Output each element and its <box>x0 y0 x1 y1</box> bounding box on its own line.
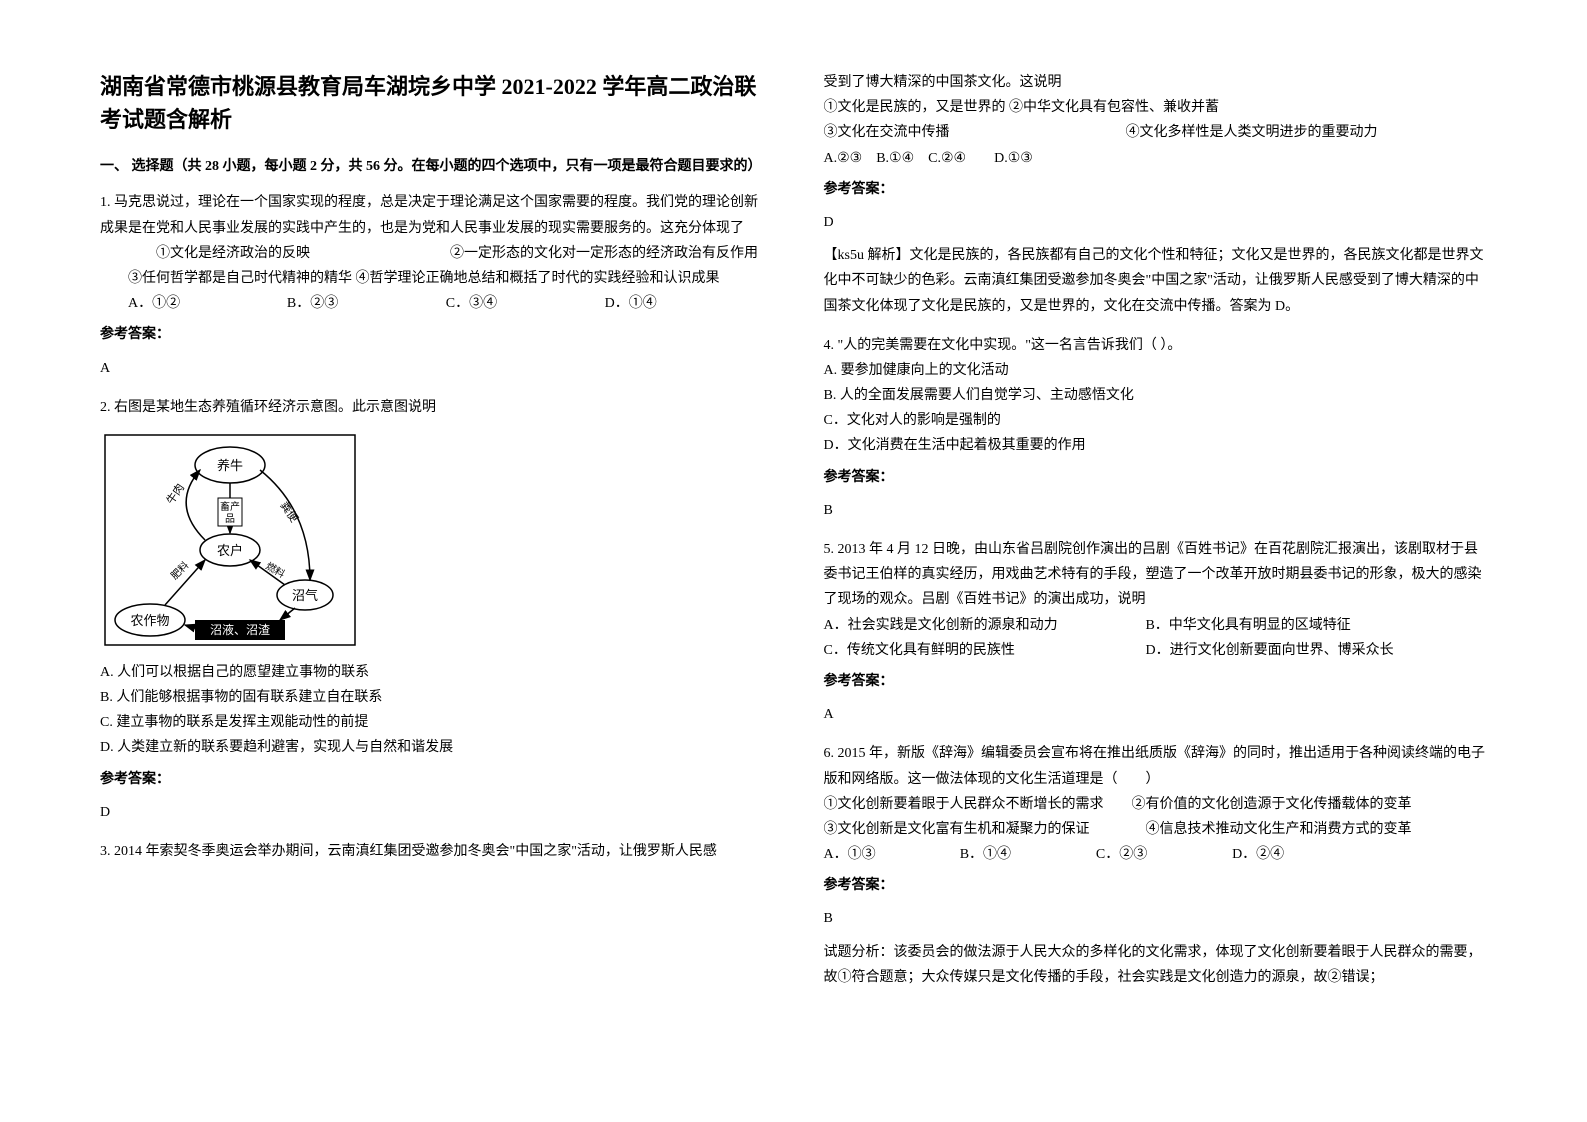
q3-answer: D <box>824 210 1488 235</box>
q6-answer: B <box>824 906 1488 931</box>
q3-opt3: ③文化在交流中传播 <box>824 120 1123 145</box>
q2-answer: D <box>100 800 764 825</box>
q1-choice-b: B．②③ <box>287 291 446 316</box>
q1-choice-a: A．①② <box>128 291 287 316</box>
q3-opt4: ④文化多样性是人类文明进步的重要动力 <box>1126 125 1378 140</box>
q4-stem: 4. "人的完美需要在文化中实现。"这一名言告诉我们（ ）。 <box>824 333 1488 358</box>
question-3: 受到了博大精深的中国茶文化。这说明 ①文化是民族的，又是世界的 ②中华文化具有包… <box>824 70 1488 319</box>
q4-choice-d: D．文化消费在生活中起着极其重要的作用 <box>824 433 1488 458</box>
q1-opt-group: ①文化是经济政治的反映 ②一定形态的文化对一定形态的经济政治有反作用 <box>100 241 764 266</box>
q6-opt34-row: ③文化创新是文化富有生机和凝聚力的保证 ④信息技术推动文化生产和消费方式的变革 <box>824 817 1488 842</box>
q5-choice-d: D．进行文化创新要面向世界、博采众长 <box>1145 643 1393 658</box>
q3-choices: A.②③ B.①④ C.②④ D.①③ <box>824 146 1488 171</box>
q3-opt12: ①文化是民族的，又是世界的 ②中华文化具有包容性、兼收并蓄 <box>824 95 1488 120</box>
q2-choice-c: C. 建立事物的联系是发挥主观能动性的前提 <box>100 710 764 735</box>
left-column: 湖南省常德市桃源县教育局车湖垸乡中学 2021-2022 学年高二政治联考试题含… <box>100 70 764 1052</box>
node-crop: 农作物 <box>130 613 169 628</box>
q1-answer: A <box>100 356 764 381</box>
q6-choices-row: A．①③ B．①④ C．②③ D．②④ <box>824 842 1488 867</box>
section-1-header: 一、 选择题（共 28 小题，每小题 2 分，共 56 分。在每小题的四个选项中… <box>100 156 764 178</box>
node-farmer: 农户 <box>217 543 243 558</box>
question-4: 4. "人的完美需要在文化中实现。"这一名言告诉我们（ ）。 A. 要参加健康向… <box>824 333 1488 523</box>
q6-choice-b: B．①④ <box>960 842 1093 867</box>
q5-stem: 5. 2013 年 4 月 12 日晚，由山东省吕剧院创作演出的吕剧《百姓书记》… <box>824 537 1488 613</box>
question-1: 1. 马克思说过，理论在一个国家实现的程度，总是决定于理论满足这个国家需要的程度… <box>100 190 764 380</box>
q6-opt12: ①文化创新要着眼于人民群众不断增长的需求 ②有价值的文化创造源于文化传播载体的变… <box>824 792 1488 817</box>
q2-choice-b: B. 人们能够根据事物的固有联系建立自在联系 <box>100 685 764 710</box>
edge-leftup: 牛肉 <box>163 481 187 507</box>
edge-rightdown: 燃料 <box>264 559 288 580</box>
edge-rightup: 粪便 <box>278 499 302 525</box>
q5-answer: A <box>824 702 1488 727</box>
q5-row-ab: A．社会实践是文化创新的源泉和动力 B．中华文化具有明显的区域特征 <box>824 613 1488 638</box>
q1-opt3-4: ③任何哲学都是自己时代精神的精华 ④哲学理论正确地总结和概括了时代的实践经验和认… <box>100 266 764 291</box>
q5-choice-b: B．中华文化具有明显的区域特征 <box>1145 618 1350 633</box>
q5-choice-c: C．传统文化具有鲜明的民族性 <box>824 638 1142 663</box>
question-5: 5. 2013 年 4 月 12 日晚，由山东省吕剧院创作演出的吕剧《百姓书记》… <box>824 537 1488 727</box>
q4-choice-a: A. 要参加健康向上的文化活动 <box>824 358 1488 383</box>
q4-answer-label: 参考答案： <box>824 465 1488 490</box>
q1-choice-c: C．③④ <box>446 291 605 316</box>
q1-choice-d: D．①④ <box>605 291 764 316</box>
q3-stem-part2: 受到了博大精深的中国茶文化。这说明 <box>824 70 1488 95</box>
right-column: 受到了博大精深的中国茶文化。这说明 ①文化是民族的，又是世界的 ②中华文化具有包… <box>824 70 1488 1052</box>
q6-choice-d: D．②④ <box>1232 842 1365 867</box>
node-biogas: 沼气 <box>292 588 318 603</box>
q1-stem: 1. 马克思说过，理论在一个国家实现的程度，总是决定于理论满足这个国家需要的程度… <box>100 190 764 240</box>
question-2: 2. 右图是某地生态养殖循环经济示意图。此示意图说明 养牛 农户 农作物 <box>100 395 764 825</box>
q3-answer-label: 参考答案： <box>824 177 1488 202</box>
q5-choice-a: A．社会实践是文化创新的源泉和动力 <box>824 613 1142 638</box>
node-slurry: 沼液、沼渣 <box>210 622 270 637</box>
q5-answer-label: 参考答案： <box>824 669 1488 694</box>
q6-choice-a: A．①③ <box>824 842 957 867</box>
q1-answer-label: 参考答案： <box>100 322 764 347</box>
q6-stem: 6. 2015 年，新版《辞海》编辑委员会宣布将在推出纸质版《辞海》的同时，推出… <box>824 741 1488 791</box>
q5-row-cd: C．传统文化具有鲜明的民族性 D．进行文化创新要面向世界、博采众长 <box>824 638 1488 663</box>
q2-answer-label: 参考答案： <box>100 767 764 792</box>
q6-opt4: ④信息技术推动文化生产和消费方式的变革 <box>1145 822 1411 837</box>
q2-stem: 2. 右图是某地生态养殖循环经济示意图。此示意图说明 <box>100 395 764 420</box>
q4-answer: B <box>824 498 1488 523</box>
q3-opt34-row: ③文化在交流中传播 ④文化多样性是人类文明进步的重要动力 <box>824 120 1488 145</box>
q4-choice-b: B. 人的全面发展需要人们自觉学习、主动感悟文化 <box>824 383 1488 408</box>
edge-center2: 品 <box>225 513 235 525</box>
document-title: 湖南省常德市桃源县教育局车湖垸乡中学 2021-2022 学年高二政治联考试题含… <box>100 70 764 136</box>
q6-analysis: 试题分析：该委员会的做法源于人民大众的多样化的文化需求，体现了文化创新要着眼于人… <box>824 940 1488 990</box>
q1-choices: A．①② B．②③ C．③④ D．①④ <box>128 291 764 316</box>
question-6: 6. 2015 年，新版《辞海》编辑委员会宣布将在推出纸质版《辞海》的同时，推出… <box>824 741 1488 990</box>
q3-analysis: 【ks5u 解析】文化是民族的，各民族都有自己的文化个性和特征；文化又是世界的，… <box>824 243 1488 319</box>
q2-choice-a: A. 人们可以根据自己的愿望建立事物的联系 <box>100 660 764 685</box>
q1-opt1: ①文化是经济政治的反映 <box>128 241 446 266</box>
q2-diagram: 养牛 农户 农作物 沼气 沼液、沼渣 畜产 品 <box>100 430 360 650</box>
q4-choice-c: C．文化对人的影响是强制的 <box>824 408 1488 433</box>
edge-center1: 畜产 <box>220 500 240 513</box>
q2-choice-d: D. 人类建立新的联系要趋利避害，实现人与自然和谐发展 <box>100 735 764 760</box>
q1-opt2: ②一定形态的文化对一定形态的经济政治有反作用 <box>450 246 758 261</box>
q6-answer-label: 参考答案： <box>824 873 1488 898</box>
node-cattle: 养牛 <box>217 458 243 473</box>
q6-opt3: ③文化创新是文化富有生机和凝聚力的保证 <box>824 817 1142 842</box>
q3-stem-part1: 3. 2014 年索契冬季奥运会举办期间，云南滇红集团受邀参加冬奥会"中国之家"… <box>100 839 764 864</box>
q6-choice-c: C．②③ <box>1096 842 1229 867</box>
